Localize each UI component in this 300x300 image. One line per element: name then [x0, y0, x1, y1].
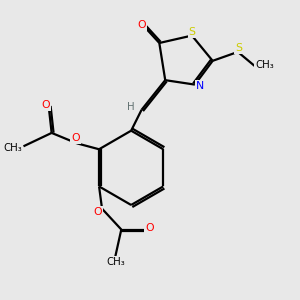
Text: N: N	[196, 81, 204, 91]
Text: CH₃: CH₃	[106, 257, 125, 267]
Text: O: O	[145, 223, 154, 233]
Text: CH₃: CH₃	[255, 60, 274, 70]
Text: S: S	[188, 27, 195, 37]
Text: O: O	[137, 20, 146, 30]
Text: CH₃: CH₃	[4, 143, 22, 153]
Text: O: O	[41, 100, 50, 110]
Text: O: O	[93, 207, 102, 217]
Text: O: O	[71, 133, 80, 143]
Text: S: S	[235, 44, 242, 53]
Text: H: H	[127, 102, 135, 112]
